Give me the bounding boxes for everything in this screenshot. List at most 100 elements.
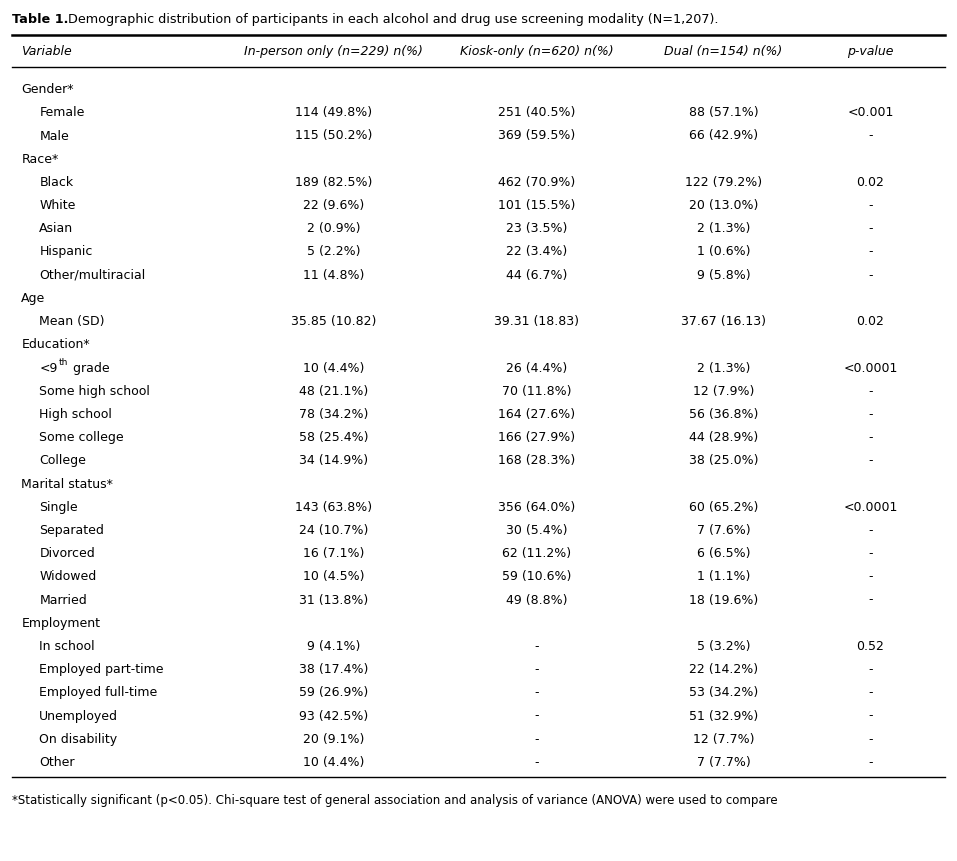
- Text: 10 (4.4%): 10 (4.4%): [303, 361, 365, 374]
- Text: 22 (14.2%): 22 (14.2%): [689, 662, 758, 675]
- Text: Race*: Race*: [21, 152, 58, 165]
- Text: Demographic distribution of participants in each alcohol and drug use screening : Demographic distribution of participants…: [64, 13, 719, 26]
- Text: 6 (6.5%): 6 (6.5%): [697, 547, 750, 560]
- Text: 78 (34.2%): 78 (34.2%): [300, 407, 368, 420]
- Text: 2 (1.3%): 2 (1.3%): [697, 222, 750, 235]
- Text: 2 (0.9%): 2 (0.9%): [307, 222, 361, 235]
- Text: 59 (10.6%): 59 (10.6%): [502, 570, 571, 583]
- Text: Widowed: Widowed: [39, 570, 97, 583]
- Text: 114 (49.8%): 114 (49.8%): [296, 106, 372, 119]
- Text: 7 (7.7%): 7 (7.7%): [697, 755, 750, 768]
- Text: 12 (7.7%): 12 (7.7%): [693, 732, 754, 745]
- Text: -: -: [535, 639, 539, 652]
- Text: Mean (SD): Mean (SD): [39, 315, 105, 328]
- Text: Black: Black: [39, 176, 74, 189]
- Text: Gender*: Gender*: [21, 83, 74, 96]
- Text: 369 (59.5%): 369 (59.5%): [499, 129, 575, 142]
- Text: 22 (9.6%): 22 (9.6%): [303, 199, 365, 212]
- Text: *Statistically significant (p<0.05). Chi-square test of general association and : *Statistically significant (p<0.05). Chi…: [12, 793, 778, 806]
- Text: <0.001: <0.001: [847, 106, 894, 119]
- Text: -: -: [535, 755, 539, 768]
- Text: -: -: [868, 245, 873, 258]
- Text: 9 (5.8%): 9 (5.8%): [697, 269, 750, 282]
- Text: Age: Age: [21, 292, 46, 305]
- Text: 35.85 (10.82): 35.85 (10.82): [291, 315, 376, 328]
- Text: 20 (9.1%): 20 (9.1%): [303, 732, 365, 745]
- Text: Variable: Variable: [21, 46, 72, 59]
- Text: 24 (10.7%): 24 (10.7%): [300, 523, 368, 536]
- Text: 7 (7.6%): 7 (7.6%): [697, 523, 750, 536]
- Text: Employment: Employment: [21, 616, 100, 629]
- Text: 26 (4.4%): 26 (4.4%): [506, 361, 568, 374]
- Text: 164 (27.6%): 164 (27.6%): [499, 407, 575, 420]
- Text: 11 (4.8%): 11 (4.8%): [303, 269, 365, 282]
- Text: -: -: [868, 222, 873, 235]
- Text: 88 (57.1%): 88 (57.1%): [689, 106, 758, 119]
- Text: Dual (n=154) n(%): Dual (n=154) n(%): [664, 46, 783, 59]
- Text: 38 (25.0%): 38 (25.0%): [689, 454, 758, 467]
- Text: 70 (11.8%): 70 (11.8%): [502, 384, 571, 397]
- Text: -: -: [535, 662, 539, 675]
- Text: 101 (15.5%): 101 (15.5%): [499, 199, 575, 212]
- Text: 166 (27.9%): 166 (27.9%): [499, 430, 575, 443]
- Text: 44 (28.9%): 44 (28.9%): [689, 430, 758, 443]
- Text: Other/multiracial: Other/multiracial: [39, 269, 145, 282]
- Text: 23 (3.5%): 23 (3.5%): [506, 222, 568, 235]
- Text: 22 (3.4%): 22 (3.4%): [506, 245, 568, 258]
- Text: -: -: [868, 269, 873, 282]
- Text: p-value: p-value: [847, 46, 894, 59]
- Text: Unemployed: Unemployed: [39, 709, 119, 722]
- Text: 0.02: 0.02: [857, 176, 884, 189]
- Text: 58 (25.4%): 58 (25.4%): [300, 430, 368, 443]
- Text: -: -: [868, 430, 873, 443]
- Text: Table 1.: Table 1.: [12, 13, 68, 26]
- Text: th: th: [58, 357, 68, 367]
- Text: 356 (64.0%): 356 (64.0%): [499, 500, 575, 513]
- Text: 189 (82.5%): 189 (82.5%): [295, 176, 372, 189]
- Text: Kiosk-only (n=620) n(%): Kiosk-only (n=620) n(%): [460, 46, 613, 59]
- Text: 462 (70.9%): 462 (70.9%): [499, 176, 575, 189]
- Text: Divorced: Divorced: [39, 547, 95, 560]
- Text: 38 (17.4%): 38 (17.4%): [300, 662, 368, 675]
- Text: 20 (13.0%): 20 (13.0%): [689, 199, 758, 212]
- Text: 49 (8.8%): 49 (8.8%): [506, 593, 568, 606]
- Text: -: -: [535, 732, 539, 745]
- Text: On disability: On disability: [39, 732, 118, 745]
- Text: Marital status*: Marital status*: [21, 477, 113, 490]
- Text: 18 (19.6%): 18 (19.6%): [689, 593, 758, 606]
- Text: -: -: [535, 709, 539, 722]
- Text: 1 (1.1%): 1 (1.1%): [697, 570, 750, 583]
- Text: -: -: [868, 662, 873, 675]
- Text: Education*: Education*: [21, 338, 90, 351]
- Text: <9: <9: [39, 361, 57, 374]
- Text: Asian: Asian: [39, 222, 74, 235]
- Text: 115 (50.2%): 115 (50.2%): [295, 129, 372, 142]
- Text: -: -: [535, 685, 539, 698]
- Text: 12 (7.9%): 12 (7.9%): [693, 384, 754, 397]
- Text: Single: Single: [39, 500, 78, 513]
- Text: In-person only (n=229) n(%): In-person only (n=229) n(%): [244, 46, 423, 59]
- Text: 0.02: 0.02: [857, 315, 884, 328]
- Text: Other: Other: [39, 755, 75, 768]
- Text: -: -: [868, 407, 873, 420]
- Text: Male: Male: [39, 129, 69, 142]
- Text: 2 (1.3%): 2 (1.3%): [697, 361, 750, 374]
- Text: Separated: Separated: [39, 523, 104, 536]
- Text: -: -: [868, 384, 873, 397]
- Text: grade: grade: [69, 361, 110, 374]
- Text: 56 (36.8%): 56 (36.8%): [689, 407, 758, 420]
- Text: 37.67 (16.13): 37.67 (16.13): [681, 315, 766, 328]
- Text: 34 (14.9%): 34 (14.9%): [300, 454, 368, 467]
- Text: 44 (6.7%): 44 (6.7%): [506, 269, 568, 282]
- Text: 0.52: 0.52: [857, 639, 884, 652]
- Text: Married: Married: [39, 593, 87, 606]
- Text: -: -: [868, 129, 873, 142]
- Text: Employed full-time: Employed full-time: [39, 685, 158, 698]
- Text: <0.0001: <0.0001: [843, 500, 898, 513]
- Text: High school: High school: [39, 407, 112, 420]
- Text: 5 (3.2%): 5 (3.2%): [697, 639, 750, 652]
- Text: 39.31 (18.83): 39.31 (18.83): [495, 315, 579, 328]
- Text: 10 (4.5%): 10 (4.5%): [303, 570, 365, 583]
- Text: -: -: [868, 755, 873, 768]
- Text: White: White: [39, 199, 76, 212]
